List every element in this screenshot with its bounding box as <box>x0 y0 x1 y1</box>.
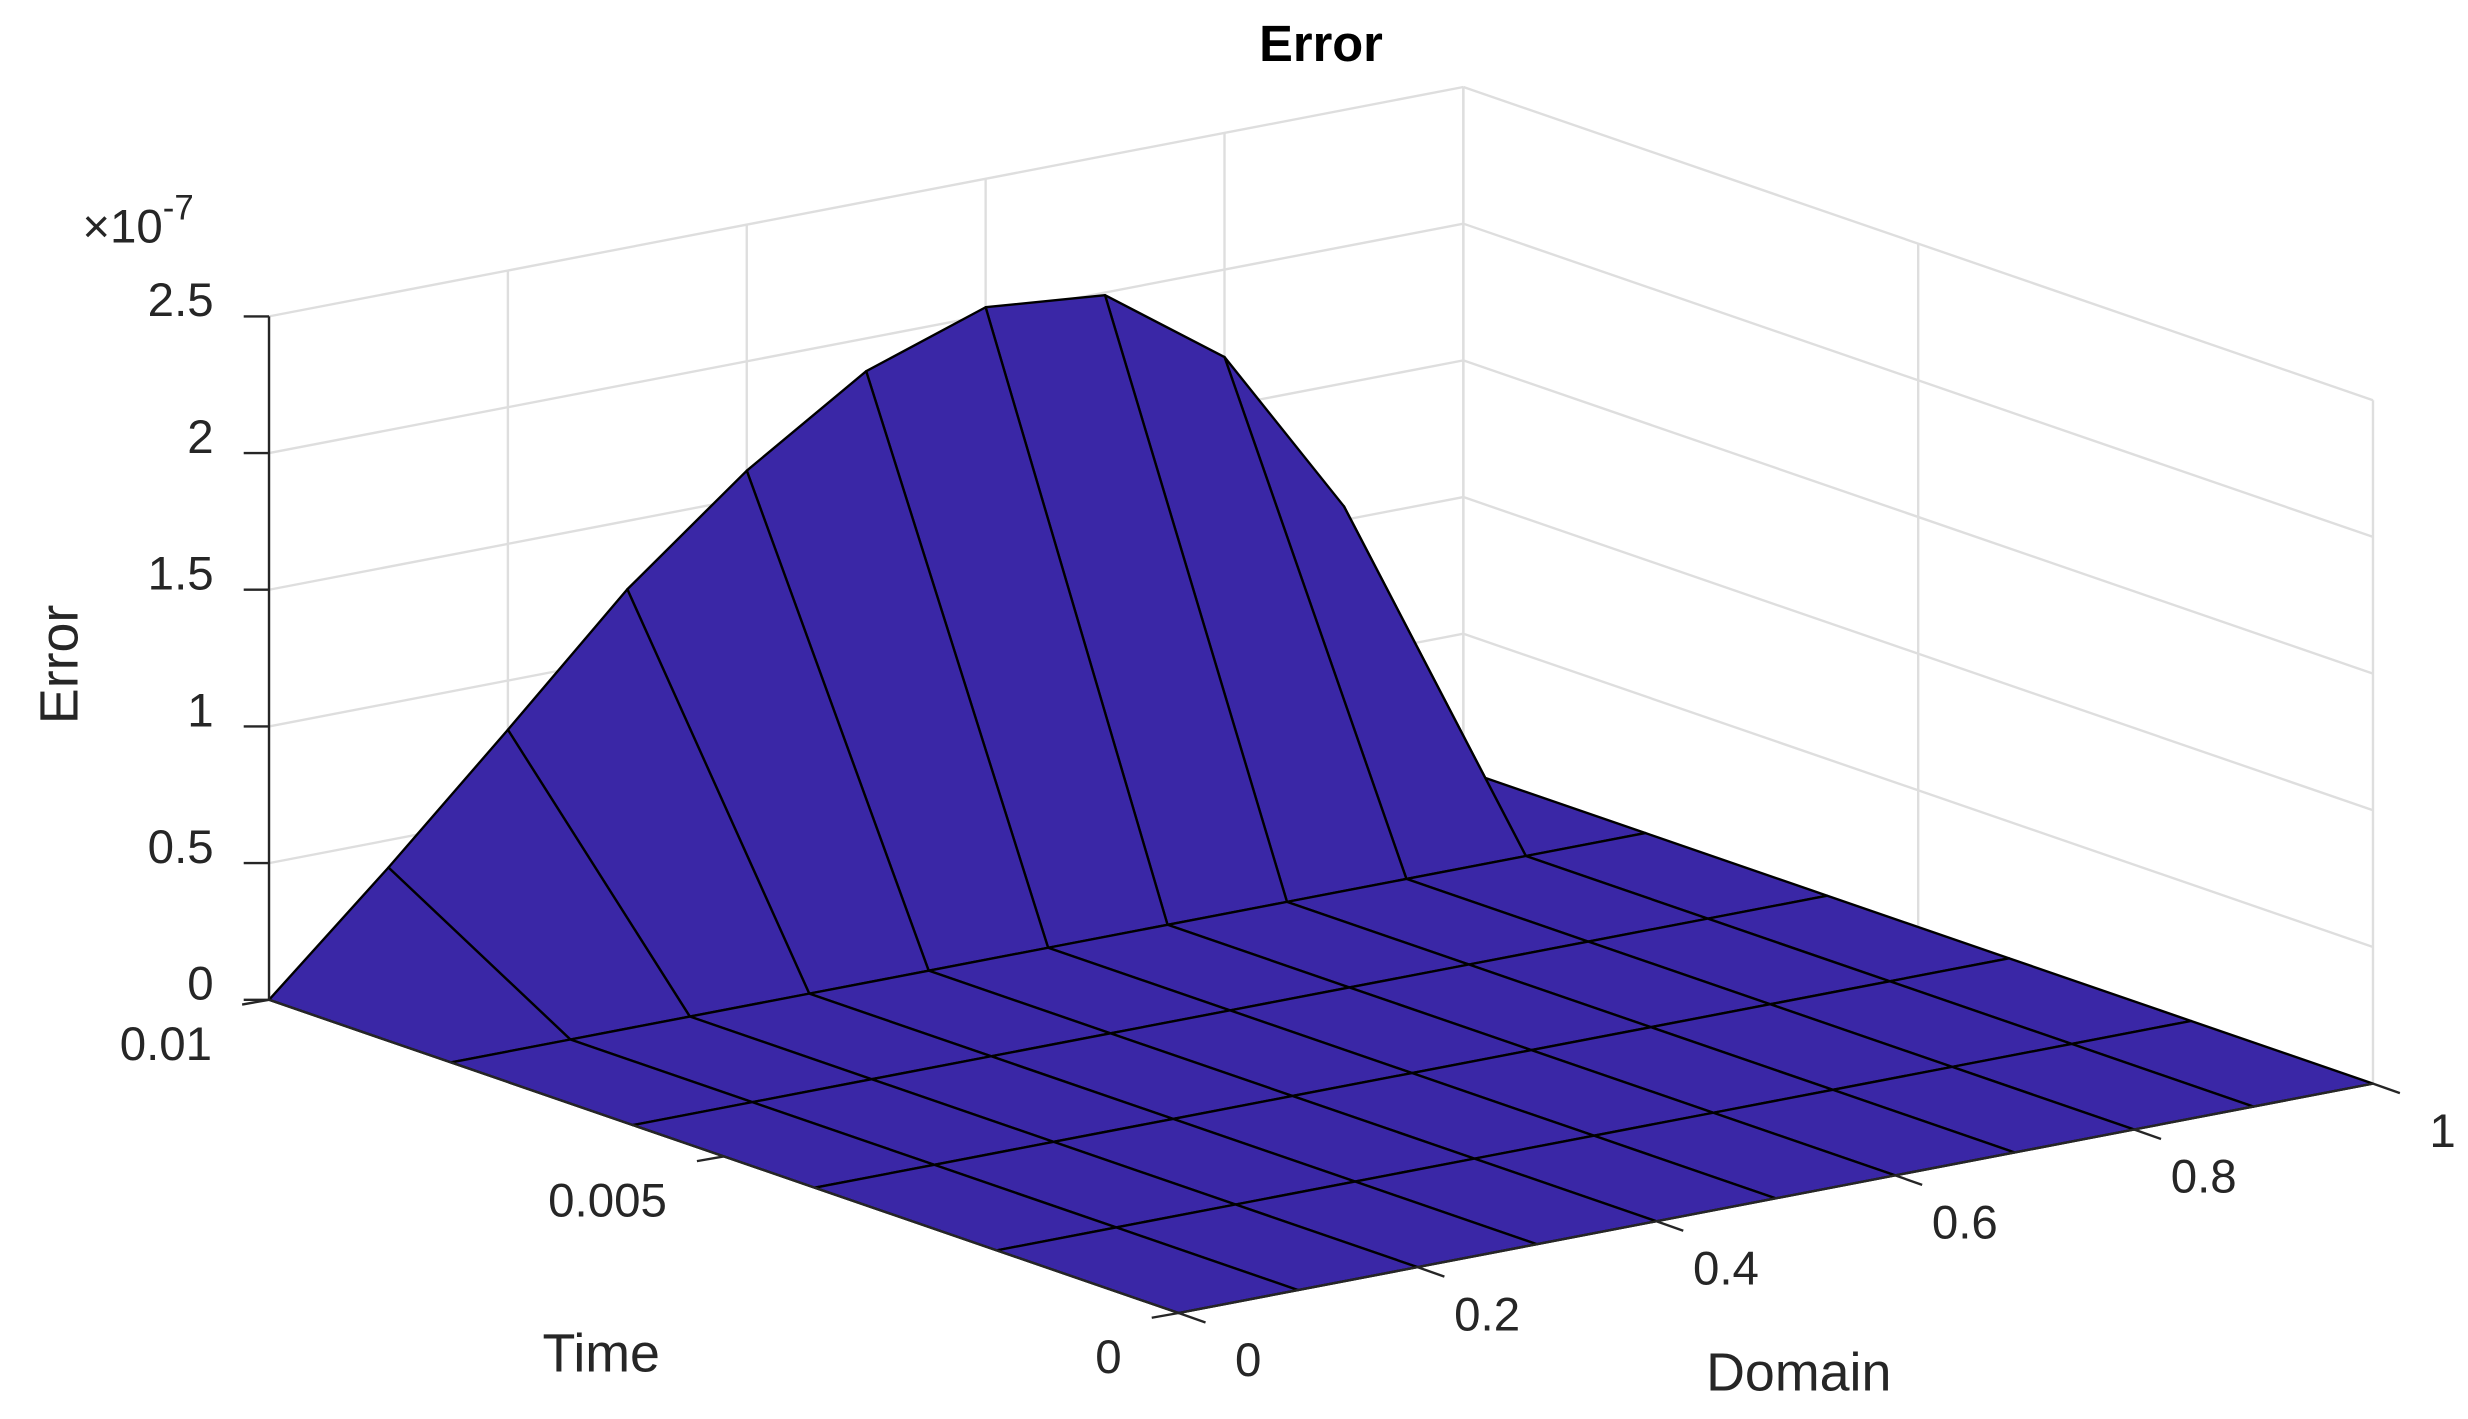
z-tick-label: 0 <box>187 958 213 1011</box>
back-wall-grid-line <box>268 85 1464 318</box>
multiplier-sign: × <box>82 200 110 253</box>
x-tick-label: 0 <box>1235 1334 1261 1387</box>
x-axis-label: Domain <box>1706 1342 1891 1402</box>
y-tick <box>696 1155 725 1163</box>
z-tick-label: 2 <box>187 411 213 464</box>
z-tick-label: 0.5 <box>148 821 214 874</box>
side-wall-grid-line <box>1462 632 2374 949</box>
z-tick-label: 1.5 <box>148 548 214 601</box>
side-wall-grid-line <box>1462 85 2374 402</box>
back-wall-grid-line <box>268 222 1464 455</box>
x-tick <box>1655 1220 1684 1232</box>
y-tick-label: 0.01 <box>120 1018 212 1071</box>
z-multiplier: ×10-7 <box>82 189 193 253</box>
multiplier-exponent: -7 <box>163 189 194 228</box>
y-tick <box>241 998 270 1006</box>
x-tick-label: 0.8 <box>2171 1151 2237 1204</box>
side-wall-grid-line <box>1462 495 2374 812</box>
x-tick-label: 1 <box>2429 1105 2455 1158</box>
y-tick <box>1151 1311 1179 1319</box>
x-tick-label: 0.6 <box>1932 1197 1998 1250</box>
z-tick-label: 2.5 <box>148 274 214 327</box>
chart-title: Error <box>1259 15 1383 72</box>
y-tick-label: 0.005 <box>548 1174 667 1227</box>
multiplier-base: 10 <box>110 200 163 253</box>
z-tick-label: 1 <box>187 684 213 737</box>
x-tick <box>1178 1311 1206 1324</box>
x-tick-label: 0.4 <box>1693 1242 1759 1295</box>
z-axis-label: Error <box>30 605 90 725</box>
x-tick-label: 0.2 <box>1454 1288 1520 1341</box>
x-tick <box>2372 1082 2401 1095</box>
y-axis-label: Time <box>542 1324 659 1384</box>
x-tick <box>1894 1174 1923 1186</box>
side-wall-grid-line <box>1462 359 2374 675</box>
y-tick-label: 0 <box>1095 1331 1121 1384</box>
x-tick <box>2133 1128 2162 1141</box>
side-wall-grid-line <box>1462 222 2374 539</box>
x-axis-line <box>1178 1082 2374 1315</box>
x-tick <box>1417 1266 1445 1278</box>
